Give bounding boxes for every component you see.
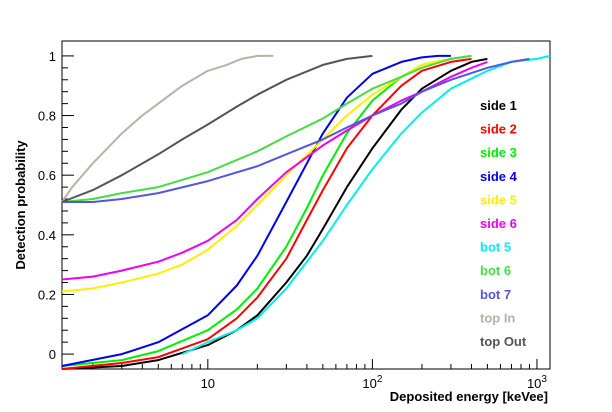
legend-item-top-in: top In: [480, 310, 515, 325]
y-tick-label: 0.2: [38, 287, 56, 302]
legend-item-bot-7: bot 7: [480, 287, 511, 302]
legend-item-side-4: side 4: [480, 169, 518, 184]
series-line-side-5: [61, 57, 452, 293]
legend: side 1 side 2 side 3 side 4 side 5 side 6 bot …: [480, 98, 527, 349]
series-line-side-1: [61, 57, 488, 370]
x-tick-label: 102: [362, 374, 382, 391]
plot-frame: [61, 40, 551, 370]
y-tick-label: 1: [49, 49, 56, 64]
series-line-side-4: [61, 54, 451, 367]
x-tick-label: 10: [201, 376, 215, 391]
y-tick-label: 0: [49, 347, 56, 362]
legend-item-side-2: side 2: [480, 122, 517, 137]
legend-item-side-5: side 5: [480, 192, 517, 207]
series-line-bot-7: [62, 57, 530, 203]
series-line-top-out: [61, 54, 373, 203]
x-tick-exponent: 2: [377, 374, 383, 385]
legend-item-side-3: side 3: [480, 145, 517, 160]
legend-item-top-out: top Out: [480, 334, 527, 349]
legend-item-side-6: side 6: [480, 216, 517, 231]
y-axis-title: Detection probability: [13, 140, 28, 270]
series-line-bot-6: [61, 54, 472, 203]
legend-item-bot-5: bot 5: [480, 240, 511, 255]
y-tick-label: 0.6: [38, 168, 56, 183]
y-tick-label: 0.8: [38, 109, 56, 124]
x-tick-exponent: 3: [541, 374, 547, 385]
series-line-side-2: [61, 57, 472, 370]
legend-item-side-1: side 1: [480, 98, 517, 113]
x-axis-title: Deposited energy [keVee]: [390, 389, 548, 404]
legend-item-bot-6: bot 6: [480, 263, 511, 278]
y-tick-label: 0.4: [38, 228, 56, 243]
series-lines: [61, 54, 551, 370]
series-line-top-in: [61, 54, 274, 203]
